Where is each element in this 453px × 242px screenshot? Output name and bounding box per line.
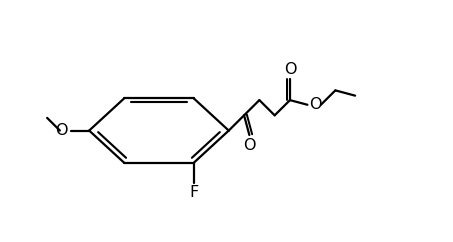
Text: F: F xyxy=(189,185,198,200)
Text: O: O xyxy=(284,62,296,77)
Text: O: O xyxy=(55,123,67,138)
Text: O: O xyxy=(309,97,322,112)
Text: O: O xyxy=(243,137,255,152)
